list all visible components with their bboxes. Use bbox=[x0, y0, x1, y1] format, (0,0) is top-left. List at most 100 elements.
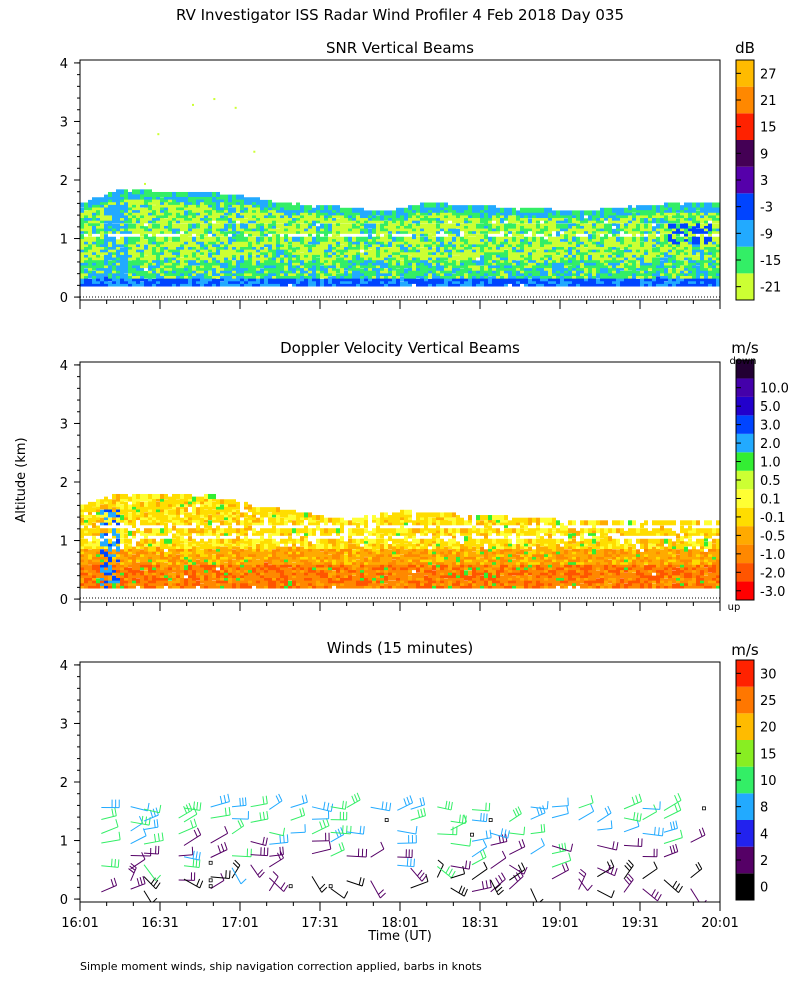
snr-cell bbox=[560, 255, 564, 261]
snr-cell bbox=[264, 218, 268, 224]
snr-cell bbox=[276, 252, 280, 258]
snr-cell bbox=[236, 194, 240, 200]
snr-cell bbox=[136, 226, 140, 232]
snr-cell bbox=[572, 265, 576, 271]
snr-cell bbox=[112, 247, 116, 253]
snr-cell bbox=[104, 276, 108, 282]
snr-cell bbox=[484, 249, 488, 255]
snr-cell bbox=[180, 226, 184, 232]
snr-cell bbox=[292, 213, 296, 219]
snr-cell bbox=[680, 236, 684, 242]
snr-cell bbox=[356, 265, 360, 271]
snr-cell bbox=[396, 255, 400, 261]
snr-cell bbox=[472, 228, 476, 234]
snr-cell bbox=[376, 276, 380, 282]
snr-cell bbox=[100, 236, 104, 242]
snr-cell bbox=[396, 236, 400, 242]
snr-cell bbox=[648, 205, 652, 211]
doppler-cell bbox=[96, 580, 100, 586]
snr-cell bbox=[92, 226, 96, 232]
snr-cell bbox=[180, 239, 184, 245]
snr-cell bbox=[312, 247, 316, 253]
snr-cell bbox=[372, 210, 376, 216]
snr-cell bbox=[560, 276, 564, 282]
snr-cell bbox=[84, 249, 88, 255]
snr-cell bbox=[192, 271, 196, 276]
snr-cell bbox=[136, 268, 140, 274]
snr-cell bbox=[288, 273, 292, 279]
snr-cell bbox=[504, 265, 508, 271]
snr-cell bbox=[412, 228, 416, 234]
snr-cell bbox=[284, 210, 288, 216]
doppler-cell bbox=[100, 551, 104, 557]
doppler-cell bbox=[124, 507, 128, 513]
snr-cell bbox=[668, 205, 672, 211]
snr-cell bbox=[132, 265, 136, 271]
snr-cell bbox=[284, 205, 288, 211]
snr-cell bbox=[416, 247, 420, 253]
snr-cell bbox=[384, 249, 388, 255]
snr-cell bbox=[532, 242, 536, 248]
snr-cell bbox=[324, 228, 328, 234]
snr-cell bbox=[416, 281, 420, 287]
snr-cell bbox=[624, 210, 628, 216]
snr-cell bbox=[664, 223, 668, 229]
snr-cell bbox=[208, 242, 212, 248]
snr-cell bbox=[436, 249, 440, 255]
snr-cell bbox=[232, 234, 236, 240]
snr-cell bbox=[196, 252, 200, 258]
snr-cell bbox=[592, 281, 596, 287]
snr-cell bbox=[116, 207, 120, 213]
snr-cell bbox=[332, 249, 336, 255]
snr-cell bbox=[332, 223, 336, 229]
snr-cell bbox=[324, 255, 328, 261]
snr-cell bbox=[284, 249, 288, 255]
doppler-cell bbox=[84, 575, 88, 581]
snr-cell bbox=[580, 273, 584, 279]
snr-cell bbox=[136, 244, 140, 250]
doppler-cell bbox=[88, 512, 92, 518]
snr-cell bbox=[716, 276, 720, 282]
snr-cell bbox=[80, 228, 84, 234]
snr-cell bbox=[380, 242, 384, 248]
snr-cell bbox=[660, 236, 664, 242]
snr-cell bbox=[528, 213, 532, 219]
snr-cell bbox=[384, 273, 388, 279]
snr-cell bbox=[256, 215, 260, 221]
snr-cell bbox=[272, 273, 276, 279]
snr-cell bbox=[472, 210, 476, 216]
snr-cell bbox=[580, 263, 584, 269]
snr-cell bbox=[600, 210, 604, 216]
snr-cell bbox=[584, 218, 588, 224]
doppler-cell bbox=[108, 544, 112, 550]
snr-cell bbox=[328, 260, 332, 266]
snr-cell bbox=[168, 236, 172, 242]
snr-cell bbox=[200, 255, 204, 261]
snr-cell bbox=[204, 273, 208, 279]
doppler-cell bbox=[88, 583, 92, 589]
snr-cell bbox=[296, 265, 300, 271]
snr-cell bbox=[436, 244, 440, 250]
snr-cell bbox=[324, 257, 328, 263]
snr-cell bbox=[96, 236, 100, 242]
snr-cell bbox=[144, 207, 148, 213]
snr-cell bbox=[684, 207, 688, 213]
snr-cell bbox=[708, 215, 712, 221]
snr-cell bbox=[432, 215, 436, 221]
snr-cell bbox=[232, 244, 236, 250]
snr-cell bbox=[364, 255, 368, 261]
snr-cell bbox=[660, 281, 664, 287]
snr-cell bbox=[356, 210, 360, 216]
snr-cell bbox=[428, 249, 432, 255]
snr-cell bbox=[468, 249, 472, 255]
snr-cell bbox=[600, 228, 604, 234]
snr-cell bbox=[308, 271, 312, 276]
snr-cell bbox=[676, 273, 680, 279]
snr-cell bbox=[176, 226, 180, 232]
snr-cell bbox=[308, 226, 312, 232]
snr-cell bbox=[476, 244, 480, 250]
snr-cell bbox=[500, 226, 504, 232]
snr-cell bbox=[660, 260, 664, 266]
snr-cell bbox=[668, 228, 672, 234]
snr-speck bbox=[192, 103, 194, 106]
